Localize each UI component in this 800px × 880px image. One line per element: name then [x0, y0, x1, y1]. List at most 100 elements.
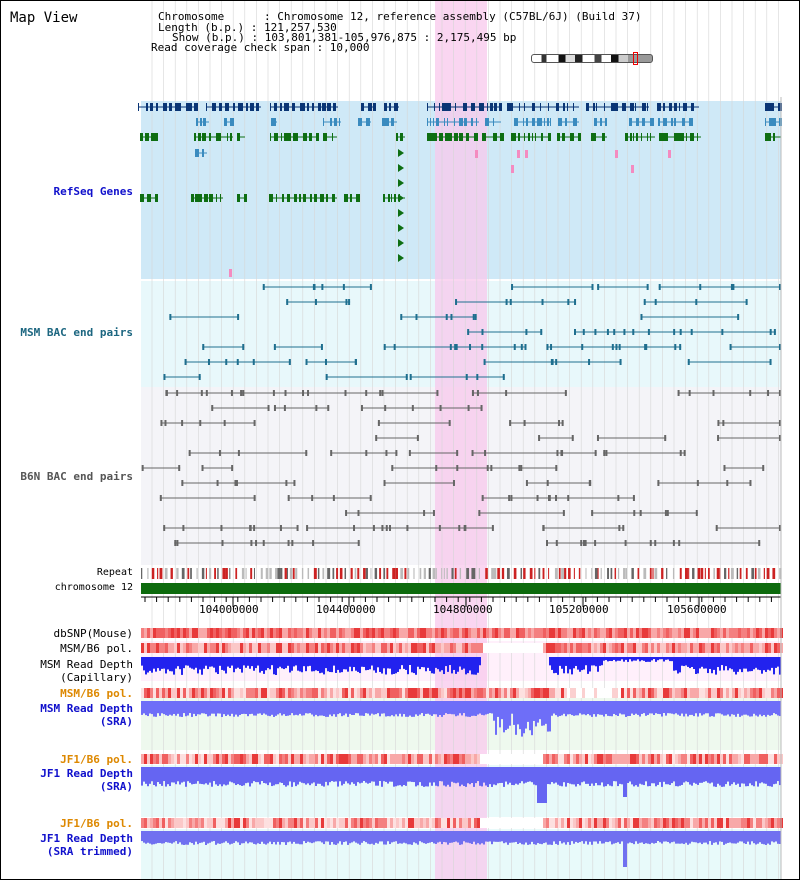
depth-bar: [511, 701, 513, 714]
bac-end: [677, 390, 680, 396]
depth-bar: [535, 701, 537, 727]
depth-bar: [485, 701, 487, 715]
pol-cell: [561, 688, 564, 698]
gene-exon: [430, 118, 431, 126]
track-label-repeat[interactable]: Repeat: [96, 567, 133, 578]
track-label-msm-read-depth-cap[interactable]: MSM Read Depth: [40, 658, 133, 671]
depth-bar: [669, 701, 671, 714]
depth-bar: [591, 701, 593, 717]
depth-bar: [699, 701, 701, 714]
pol-cell: [267, 643, 270, 653]
pol-cell: [456, 818, 459, 828]
track-label-msm-b6-pol-2[interactable]: MSM/B6 pol.: [60, 687, 133, 700]
depth-bar: [695, 767, 697, 784]
gene-exon: [499, 103, 502, 111]
depth-bar: [157, 831, 159, 844]
pol-cell: [645, 688, 648, 698]
gene-exon: [147, 194, 151, 202]
track-label-jf1-read-depth-trim[interactable]: JF1 Read Depth: [40, 832, 133, 845]
gene-arrow: [398, 179, 404, 187]
depth-bar: [541, 701, 543, 726]
pol-cell: [771, 643, 774, 653]
repeat-element: [190, 568, 192, 579]
pol-cell: [549, 818, 552, 828]
selected-region-highlight: [435, 1, 487, 879]
depth-bar: [467, 657, 469, 674]
track-label-msm-b6-pol-1[interactable]: MSM/B6 pol.: [60, 642, 133, 655]
repeat-element: [523, 568, 526, 579]
pol-cell: [624, 643, 627, 653]
pol-cell: [189, 688, 192, 698]
depth-bar: [687, 767, 689, 783]
depth-bar: [617, 657, 619, 661]
pol-cell: [396, 688, 399, 698]
pol-cell: [579, 818, 582, 828]
depth-bar: [561, 767, 563, 787]
depth-bar: [311, 701, 313, 715]
depth-bar: [307, 657, 309, 667]
depth-bar: [459, 701, 461, 714]
depth-bar: [711, 657, 713, 674]
pol-cell: [252, 754, 255, 764]
depth-bar: [627, 657, 629, 662]
pol-cell: [405, 818, 408, 828]
pol-cell: [363, 628, 366, 638]
track-label-msm-read-depth-sra[interactable]: MSM Read Depth: [40, 702, 133, 715]
depth-bar: [579, 767, 581, 786]
gene-exon: [523, 118, 524, 126]
depth-bar: [707, 767, 709, 783]
depth-bar: [237, 657, 239, 668]
repeat-element: [497, 568, 500, 579]
bac-end: [237, 450, 240, 456]
depth-bar: [487, 767, 489, 787]
pol-cell: [243, 754, 246, 764]
depth-bar: [373, 657, 375, 671]
pol-cell: [510, 688, 513, 698]
pol-cell: [384, 818, 387, 828]
track-label-jf1-read-depth-sra[interactable]: JF1 Read Depth: [40, 767, 133, 780]
pol-cell: [375, 688, 378, 698]
depth-bar: [181, 701, 183, 717]
bac-end: [699, 284, 702, 290]
depth-bar: [177, 657, 179, 667]
track-label-jf1-b6-pol-2[interactable]: JF1/B6 pol.: [60, 817, 133, 830]
repeat-element: [395, 568, 399, 579]
depth-bar: [269, 831, 271, 842]
pol-cell: [459, 628, 462, 638]
depth-bar: [191, 831, 193, 844]
bac-end: [273, 405, 276, 411]
track-label-jf1-b6-pol-1[interactable]: JF1/B6 pol.: [60, 753, 133, 766]
depth-bar: [235, 831, 237, 842]
pol-cell: [198, 754, 201, 764]
depth-bar: [357, 701, 359, 714]
depth-bar: [623, 767, 625, 797]
depth-bar: [653, 701, 655, 715]
pol-cell: [480, 628, 483, 638]
track-label-dbsnp[interactable]: dbSNP(Mouse): [53, 627, 133, 640]
depth-bar: [769, 657, 771, 671]
depth-bar: [739, 767, 741, 787]
depth-bar: [585, 701, 587, 716]
pol-cell: [744, 688, 747, 698]
pol-cell: [210, 754, 213, 764]
pol-cell: [585, 818, 588, 828]
pol-cell: [765, 688, 768, 698]
pol-cell: [513, 643, 516, 653]
depth-bar: [287, 767, 289, 786]
chromosome-ideogram[interactable]: [531, 52, 653, 65]
pol-cell: [648, 688, 651, 698]
depth-bar: [441, 831, 443, 845]
depth-bar: [477, 767, 479, 782]
pol-cell: [534, 628, 537, 638]
pol-cell: [495, 628, 498, 638]
depth-bar: [199, 701, 201, 715]
pol-cell: [678, 754, 681, 764]
bac-end: [564, 390, 567, 396]
pol-cell: [609, 643, 612, 653]
track-label-msm-bac[interactable]: MSM BAC end pairs: [20, 326, 133, 339]
track-label-chromosome[interactable]: chromosome 12: [54, 582, 133, 593]
track-label-b6n-bac[interactable]: B6N BAC end pairs: [20, 470, 133, 483]
pol-cell: [504, 643, 507, 653]
depth-bar: [377, 831, 379, 844]
track-label-refseq[interactable]: RefSeq Genes: [53, 185, 133, 198]
